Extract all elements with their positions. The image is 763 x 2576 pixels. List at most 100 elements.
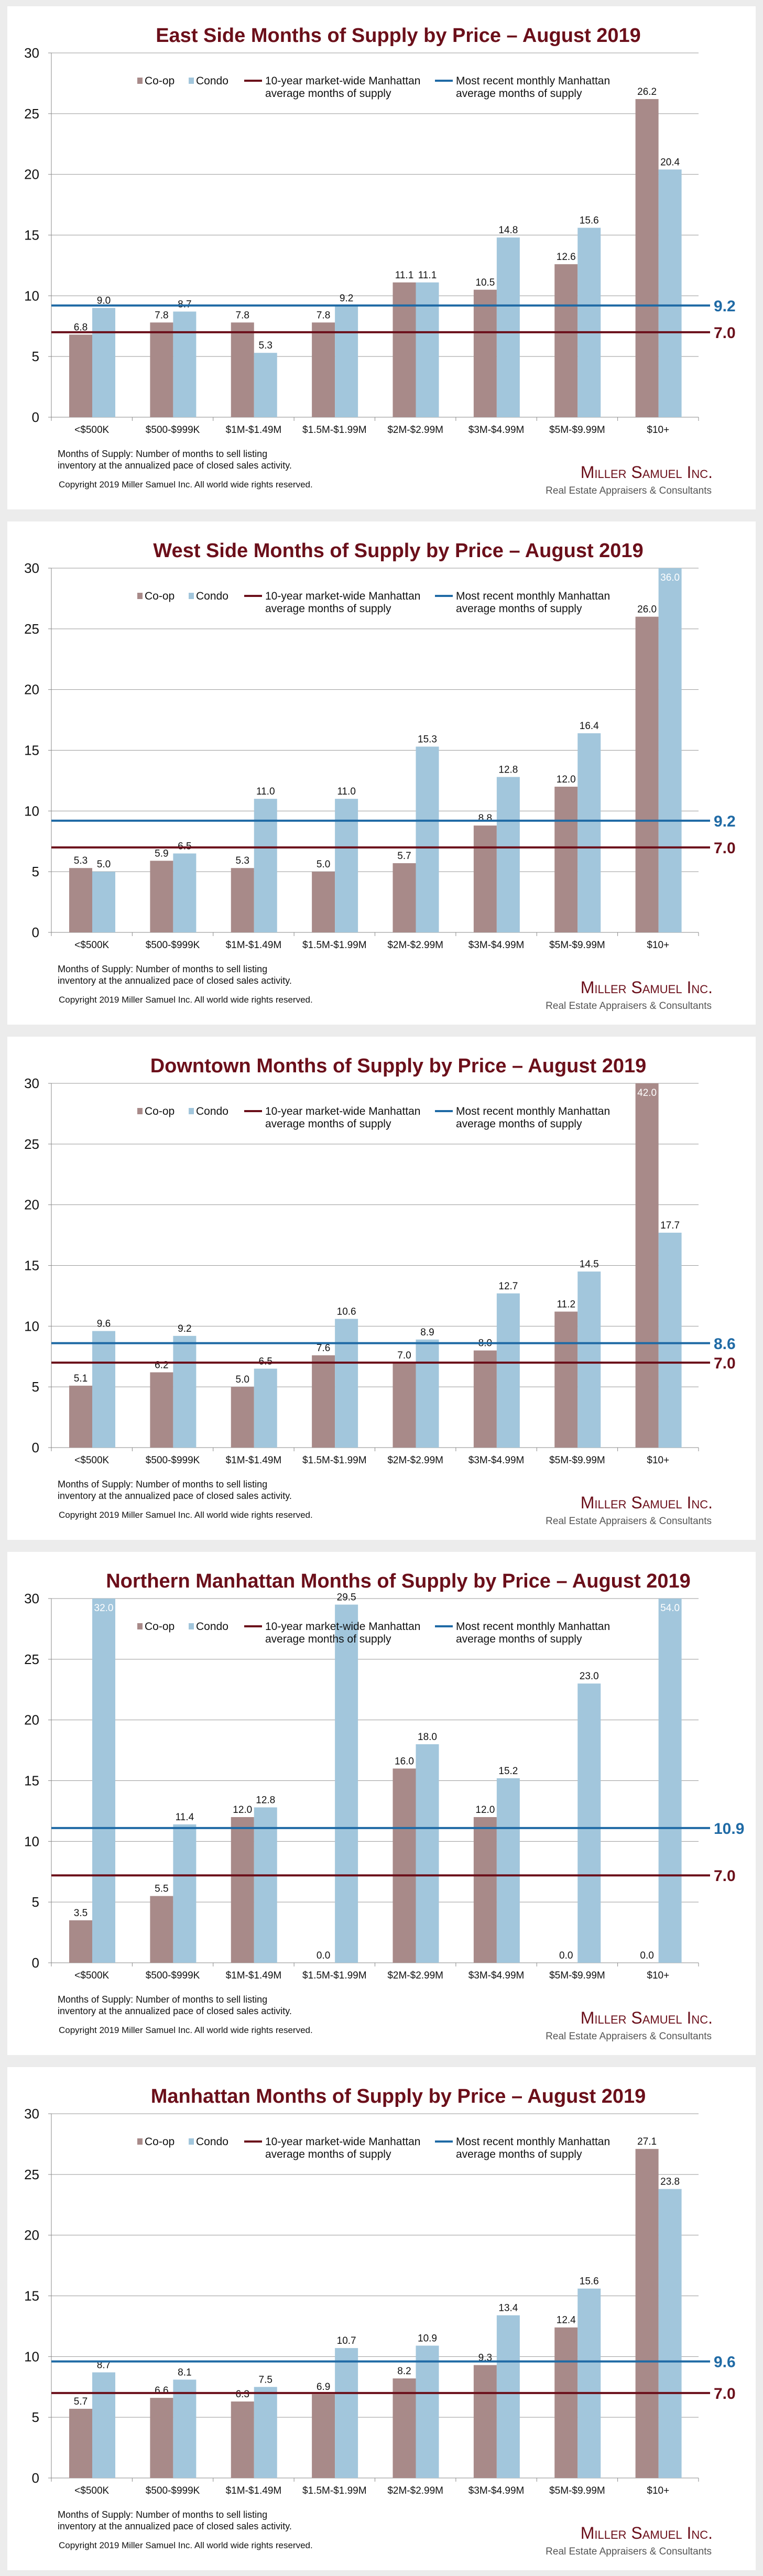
y-tick-label: 0 [32,1440,39,1455]
footnote: Months of Supply: Number of months to se… [58,2509,267,2520]
panel-background [7,521,756,1025]
logo-tagline: Real Estate Appraisers & Consultants [546,485,712,496]
coop-value-label: 11.2 [557,1299,575,1310]
condo-bar [577,1683,601,1963]
x-tick-label: $3M-$4.99M [468,425,525,436]
y-tick-label: 5 [32,1379,39,1395]
coop-bar [473,1817,497,1963]
coop-bar [393,863,416,932]
condo-value-label: 11.4 [176,1812,194,1823]
legend-swatch-condo [189,78,194,84]
legend-label: average months of supply [456,1633,582,1645]
y-tick-label: 25 [24,1136,39,1152]
x-tick-label: $1M-$1.49M [226,425,282,436]
legend-swatch-coop [137,78,143,84]
y-tick-label: 20 [24,1712,39,1728]
coop-bar [635,1083,659,1448]
logo-tagline: Real Estate Appraisers & Consultants [546,2031,712,2042]
condo-bar [416,1744,439,1963]
coop-value-label: 5.3 [74,855,88,866]
legend-label: 10-year market-wide Manhattan [265,2136,420,2148]
coop-value-label: 6.6 [155,2385,168,2396]
coop-value-label: 5.0 [236,1374,249,1385]
coop-value-label: 5.0 [317,859,330,870]
condo-value-label: 10.7 [337,2335,356,2346]
condo-value-label: 20.4 [660,157,680,168]
x-tick-label: $5M-$9.99M [549,1455,605,1466]
condo-value-label: 17.7 [660,1220,680,1231]
y-tick-label: 15 [24,2288,39,2304]
legend-swatch-coop [137,593,143,599]
reference-line-label: 7.0 [714,840,736,857]
panel-background [7,1552,756,2055]
condo-bar [92,2372,115,2478]
x-tick-label: $1M-$1.49M [226,1455,282,1466]
condo-bar [254,2387,277,2478]
condo-bar [416,1339,439,1448]
coop-value-label: 42.0 [637,1088,657,1099]
coop-bar [150,861,173,932]
logo-tagline: Real Estate Appraisers & Consultants [546,1001,712,1012]
legend-label-condo: Condo [196,1105,228,1117]
condo-bar [577,227,601,417]
legend-label-condo: Condo [196,590,228,602]
coop-bar [473,289,497,417]
y-tick-label: 0 [32,409,39,425]
coop-value-label: 6.2 [155,1360,168,1371]
y-tick-label: 20 [24,2227,39,2243]
chart-panel: Northern Manhattan Months of Supply by P… [0,1546,763,2061]
legend-label-coop: Co-op [145,590,175,602]
y-tick-label: 30 [24,2106,39,2122]
coop-value-label: 5.1 [74,1373,88,1384]
condo-value-label: 10.6 [337,1306,356,1317]
y-tick-label: 10 [24,2349,39,2364]
x-tick-label: $1.5M-$1.99M [302,1970,367,1981]
reference-line-label: 7.0 [714,2385,736,2403]
y-tick-label: 15 [24,227,39,243]
legend-label-coop: Co-op [145,2136,175,2148]
condo-bar [335,1319,358,1448]
x-tick-label: <$500K [74,1970,109,1981]
condo-bar [92,872,115,932]
reference-line-label: 10.9 [714,1820,744,1838]
x-tick-label: $2M-$2.99M [387,425,443,436]
coop-bar [473,2365,497,2478]
x-tick-label: $10+ [647,940,669,951]
condo-value-label: 32.0 [94,1603,114,1614]
coop-value-label: 7.6 [317,1343,330,1354]
chart-title: Northern Manhattan Months of Supply by P… [106,1570,691,1592]
x-tick-label: <$500K [74,425,109,436]
y-tick-label: 15 [24,1258,39,1274]
footnote: Months of Supply: Number of months to se… [58,1479,267,1490]
footnote: Months of Supply: Number of months to se… [58,1994,267,2005]
copyright: Copyright 2019 Miller Samuel Inc. All wo… [59,480,313,490]
coop-value-label: 3.5 [74,1908,88,1919]
footnote: inventory at the annualized pace of clos… [58,2521,292,2531]
legend-label-coop: Co-op [145,1105,175,1117]
y-tick-label: 30 [24,560,39,576]
chart-panel: Downtown Months of Supply by Price – Aug… [0,1030,763,1546]
x-tick-label: $3M-$4.99M [468,940,525,951]
condo-bar [496,237,520,417]
y-tick-label: 15 [24,743,39,758]
condo-bar [658,1232,682,1448]
logo-tagline: Real Estate Appraisers & Consultants [546,2546,712,2557]
condo-value-label: 13.4 [498,2303,518,2314]
legend-label: 10-year market-wide Manhattan [265,1621,420,1633]
x-tick-label: $10+ [647,425,669,436]
condo-bar [658,2189,682,2478]
condo-bar [577,733,601,932]
condo-value-label: 15.6 [580,215,599,226]
coop-bar [69,1920,92,1963]
x-tick-label: $500-$999K [146,1455,200,1466]
x-tick-label: $3M-$4.99M [468,1970,525,1981]
x-tick-label: $1.5M-$1.99M [302,1455,367,1466]
coop-bar [69,334,92,417]
x-tick-label: <$500K [74,1455,109,1466]
x-tick-label: $3M-$4.99M [468,2485,525,2496]
y-tick-label: 10 [24,1318,39,1334]
chart-panel: East Side Months of Supply by Price – Au… [0,0,763,515]
legend-label: average months of supply [265,88,391,100]
logo: Miller Samuel Inc. [581,1493,713,1512]
y-tick-label: 10 [24,288,39,303]
